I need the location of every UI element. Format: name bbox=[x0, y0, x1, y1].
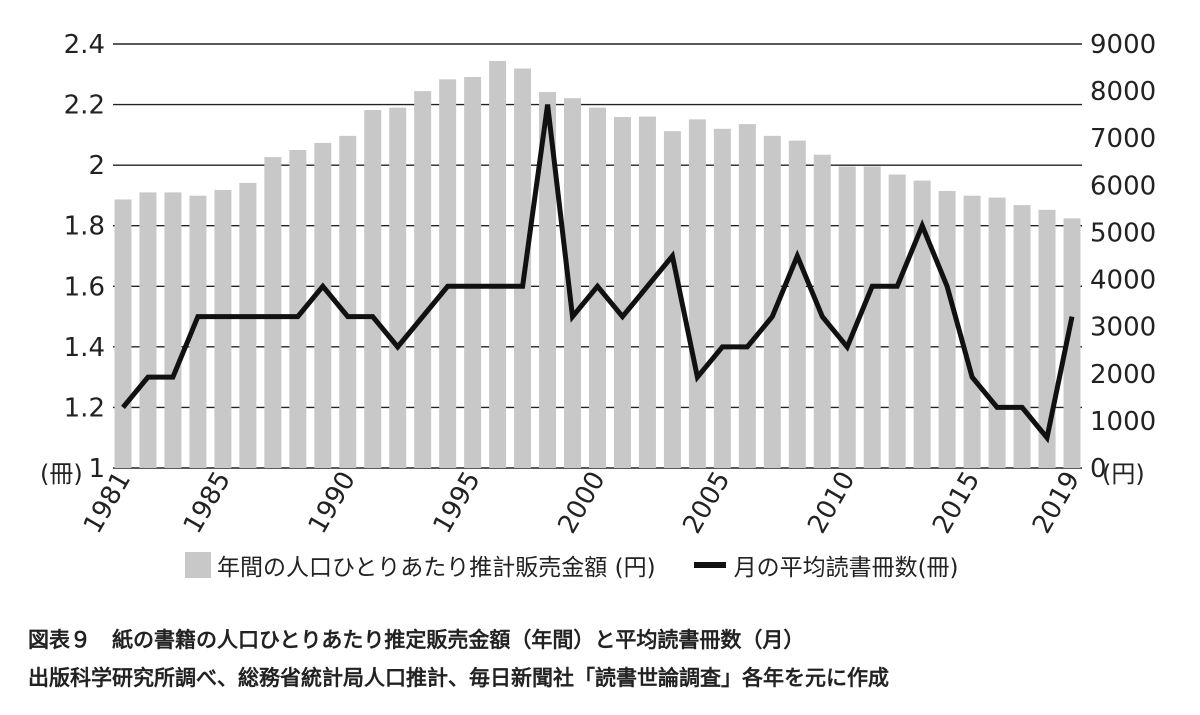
left-tick-label: 1.8 bbox=[64, 212, 105, 242]
x-tick-label: 2019 bbox=[1027, 467, 1086, 539]
x-tick-label: 2015 bbox=[927, 466, 986, 538]
bar-2010 bbox=[838, 166, 856, 468]
bar-1994 bbox=[439, 79, 457, 468]
bar-1986 bbox=[239, 182, 257, 468]
right-tick-label: 4000 bbox=[1090, 266, 1156, 296]
right-tick-label: 9000 bbox=[1090, 30, 1156, 60]
bar-2008 bbox=[788, 140, 806, 469]
left-tick-label: 1.6 bbox=[64, 272, 105, 302]
legend-swatch-line bbox=[693, 562, 726, 568]
right-axis-ticks: 0 1000 2000 3000 4000 5000 6000 7000 8000 9000 bbox=[1090, 30, 1156, 484]
bar-1985 bbox=[214, 190, 232, 469]
right-axis-unit: (円) bbox=[1102, 460, 1145, 488]
x-tick-label: 1995 bbox=[428, 467, 487, 539]
bar-1983 bbox=[164, 192, 182, 468]
x-tick-label: 2010 bbox=[802, 467, 861, 539]
bar-1989 bbox=[314, 142, 332, 468]
bar-2013 bbox=[913, 180, 931, 468]
legend-label-line: 月の平均読書冊数(冊) bbox=[733, 555, 959, 581]
bar-1990 bbox=[339, 135, 357, 468]
left-tick-label: 2 bbox=[88, 151, 105, 181]
legend-swatch-bar bbox=[185, 552, 211, 578]
bar-2012 bbox=[888, 174, 906, 468]
legend-label-bar: 年間の人口ひとりあたり推計販売金額 (円) bbox=[217, 555, 656, 581]
x-tick-label: 1981 bbox=[78, 467, 137, 539]
bar-series bbox=[114, 60, 1081, 469]
bar-2019 bbox=[1063, 218, 1081, 468]
bar-1988 bbox=[289, 150, 307, 468]
left-tick-label: 2.4 bbox=[64, 30, 105, 60]
bar-2016 bbox=[988, 197, 1006, 469]
right-tick-label: 3000 bbox=[1090, 313, 1156, 343]
figure-caption-title: 図表９ 紙の書籍の人口ひとりあたり推定販売金額（年間）と平均読書冊数（月） bbox=[28, 628, 805, 652]
x-tick-label: 1990 bbox=[303, 467, 362, 539]
bar-1987 bbox=[264, 157, 282, 469]
left-axis-unit: (冊) bbox=[40, 460, 83, 488]
right-tick-label: 1000 bbox=[1090, 407, 1156, 437]
bar-2006 bbox=[738, 124, 756, 468]
line-series bbox=[121, 104, 1075, 444]
x-tick-label: 2005 bbox=[677, 467, 736, 539]
x-tick-label: 2000 bbox=[552, 467, 611, 539]
right-tick-label: 0 bbox=[1090, 454, 1107, 484]
bar-2004 bbox=[688, 119, 706, 468]
bar-1981 bbox=[114, 199, 132, 468]
bar-1982 bbox=[139, 192, 157, 468]
bar-1992 bbox=[389, 107, 407, 468]
left-axis-ticks: 1 1.2 1.4 1.6 1.8 2 2.2 2.4 bbox=[64, 30, 105, 484]
legend-item-bar: 年間の人口ひとりあたり推計販売金額 (円) bbox=[185, 548, 656, 582]
bar-1995 bbox=[464, 76, 482, 468]
bar-1999 bbox=[564, 98, 582, 468]
bar-2005 bbox=[713, 128, 731, 469]
left-tick-label: 1 bbox=[88, 454, 105, 484]
left-tick-label: 1.2 bbox=[64, 393, 105, 423]
right-tick-label: 7000 bbox=[1090, 124, 1156, 154]
left-tick-label: 1.4 bbox=[64, 333, 105, 363]
bar-1996 bbox=[489, 60, 507, 469]
bar-1998 bbox=[539, 92, 557, 468]
x-axis-ticks: 1981 1985 1990 1995 2000 2005 2010 2015 2019 bbox=[78, 466, 1086, 538]
bar-2015 bbox=[963, 195, 981, 468]
figure-caption-source: 出版科学研究所調べ、総務省統計局人口推計、毎日新聞社「読書世論調査」各年を元に作… bbox=[28, 666, 889, 690]
bar-2014 bbox=[938, 190, 956, 468]
bar-2011 bbox=[863, 166, 881, 468]
right-tick-label: 8000 bbox=[1090, 77, 1156, 107]
x-tick-label: 1985 bbox=[178, 467, 237, 539]
bar-2007 bbox=[763, 135, 781, 468]
right-tick-label: 6000 bbox=[1090, 171, 1156, 201]
bar-2002 bbox=[638, 116, 656, 468]
bar-1984 bbox=[189, 195, 207, 468]
legend-item-line: 月の平均読書冊数(冊) bbox=[656, 548, 959, 582]
bar-1993 bbox=[414, 91, 432, 468]
left-tick-label: 2.2 bbox=[64, 91, 105, 121]
bar-2017 bbox=[1013, 205, 1031, 468]
chart: 1 1.2 1.4 1.6 1.8 2 2.2 2.4 0 1000 2000 3000 4000 50… bbox=[40, 30, 1156, 539]
right-tick-label: 2000 bbox=[1090, 360, 1156, 390]
right-tick-label: 5000 bbox=[1090, 218, 1156, 248]
legend: 年間の人口ひとりあたり推計販売金額 (円) 月の平均読書冊数(冊) bbox=[185, 548, 959, 582]
bar-2003 bbox=[663, 131, 681, 468]
bar-2001 bbox=[613, 117, 631, 469]
bar-2018 bbox=[1038, 209, 1056, 468]
bar-1991 bbox=[364, 109, 382, 468]
